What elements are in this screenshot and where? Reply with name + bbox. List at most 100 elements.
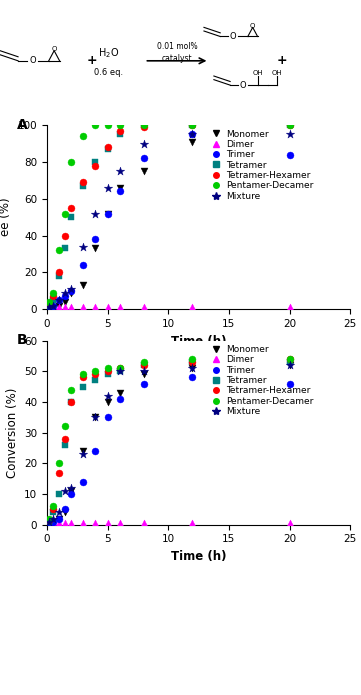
Text: O: O	[29, 56, 36, 65]
Point	[68, 301, 74, 312]
Point	[92, 120, 98, 131]
Point	[50, 302, 56, 313]
Point	[92, 156, 98, 167]
Point	[62, 421, 68, 432]
Point	[117, 387, 123, 398]
Point	[50, 500, 56, 512]
Point	[105, 366, 110, 377]
Point	[50, 302, 56, 313]
Text: O: O	[230, 32, 236, 41]
Point	[105, 208, 110, 219]
Point	[105, 369, 110, 380]
Point	[81, 280, 86, 291]
Point	[287, 120, 292, 131]
Text: B: B	[17, 333, 27, 348]
Text: O: O	[240, 81, 247, 90]
Point	[190, 363, 195, 374]
Point	[62, 296, 68, 307]
Point	[141, 153, 147, 164]
Point	[68, 211, 74, 222]
Point	[141, 122, 147, 133]
Point	[287, 120, 292, 131]
Point	[92, 445, 98, 457]
Point	[62, 485, 68, 496]
Text: OH: OH	[252, 70, 263, 76]
Point	[287, 129, 292, 140]
Point	[287, 359, 292, 370]
Point	[62, 504, 68, 515]
Text: O: O	[52, 46, 57, 51]
Point	[46, 513, 52, 524]
Point	[117, 363, 123, 374]
Point	[81, 241, 86, 252]
Point	[56, 302, 62, 313]
Point	[56, 300, 62, 311]
Point	[62, 518, 68, 529]
Point	[117, 393, 123, 404]
Point	[50, 516, 56, 528]
Point	[190, 301, 195, 312]
Point	[81, 180, 86, 191]
Point	[50, 507, 56, 518]
Point	[46, 302, 52, 313]
Point	[50, 513, 56, 524]
Point	[105, 518, 110, 529]
Point	[105, 391, 110, 402]
Point	[56, 518, 62, 529]
Point	[46, 296, 52, 307]
Point	[56, 507, 62, 518]
Point	[56, 467, 62, 478]
Point	[105, 120, 110, 131]
Point	[81, 369, 86, 380]
Point	[287, 120, 292, 131]
Point	[46, 298, 52, 309]
Text: O: O	[250, 22, 255, 28]
Point	[117, 366, 123, 377]
Point	[141, 301, 147, 312]
Point	[105, 363, 110, 374]
Point	[105, 396, 110, 407]
Point	[105, 143, 110, 154]
Point	[190, 357, 195, 368]
Point	[190, 372, 195, 383]
Point	[92, 369, 98, 380]
Point	[50, 291, 56, 302]
Point	[68, 284, 74, 295]
Text: A: A	[17, 117, 27, 132]
Legend: Monomer, Dimer, Trimer, Tetramer, Tetramer-Hexamer, Pentamer-Decamer, Mixture: Monomer, Dimer, Trimer, Tetramer, Tetram…	[203, 126, 318, 204]
Point	[50, 300, 56, 311]
Point	[62, 208, 68, 219]
X-axis label: Time (h): Time (h)	[171, 334, 226, 348]
Point	[190, 353, 195, 364]
Point	[190, 129, 195, 140]
Point	[81, 445, 86, 457]
Point	[141, 138, 147, 149]
Point	[81, 448, 86, 459]
Point	[46, 303, 52, 314]
Point	[46, 303, 52, 314]
Text: 0.01 mol%: 0.01 mol%	[157, 42, 197, 51]
Point	[50, 300, 56, 311]
Point	[190, 357, 195, 368]
Point	[62, 243, 68, 254]
Text: 0.6 eq.: 0.6 eq.	[94, 69, 123, 77]
Point	[56, 295, 62, 306]
Point	[81, 476, 86, 487]
Point	[56, 513, 62, 524]
Point	[81, 381, 86, 392]
Point	[50, 504, 56, 515]
Point	[81, 259, 86, 270]
Point	[62, 507, 68, 518]
Point	[92, 208, 98, 219]
Point	[287, 359, 292, 370]
Point	[68, 287, 74, 298]
Point	[81, 518, 86, 529]
Point	[287, 301, 292, 312]
Point	[92, 243, 98, 254]
Point	[117, 366, 123, 377]
Point	[141, 359, 147, 370]
Point	[56, 270, 62, 281]
Point	[46, 514, 52, 525]
Point	[68, 396, 74, 407]
Point	[50, 295, 56, 306]
